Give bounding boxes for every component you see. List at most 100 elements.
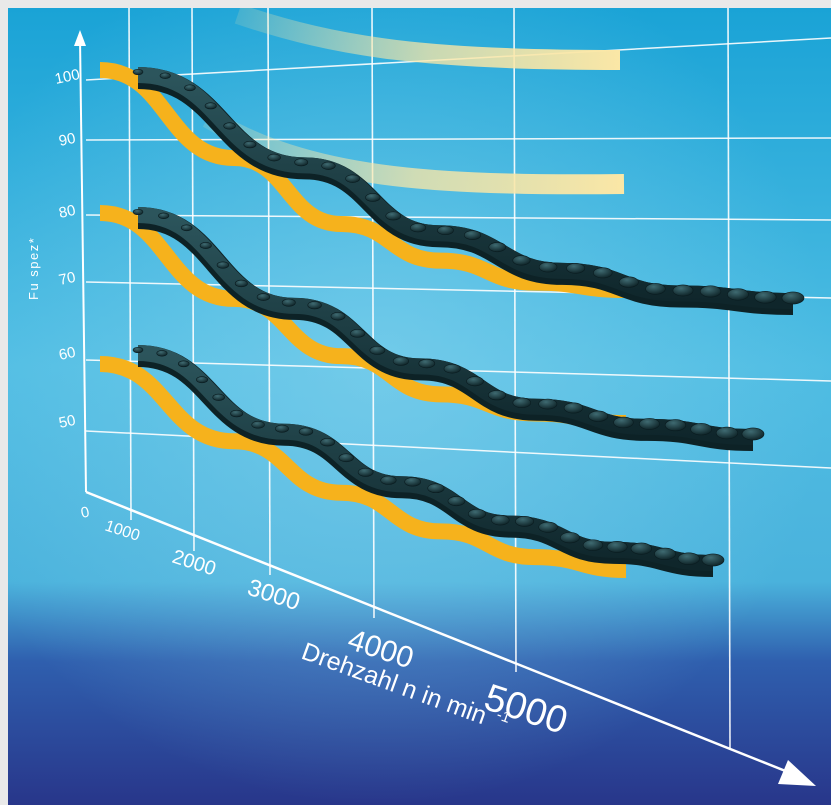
- belt-stud: [345, 174, 361, 183]
- belt-stud: [588, 410, 609, 422]
- y-tick-label: 70: [57, 269, 77, 289]
- x-axis-label-exponent: -1: [494, 706, 512, 727]
- belt-stud: [196, 376, 209, 384]
- belt-stud: [645, 283, 666, 295]
- belt-stud: [468, 508, 487, 520]
- chart-glow: [8, 8, 831, 805]
- y-axis-arrow: [74, 30, 86, 46]
- y-tick-label: 60: [57, 344, 77, 364]
- belt-stud: [418, 358, 436, 369]
- belt-stud: [515, 516, 535, 527]
- grid-line-horizontal: [85, 214, 831, 221]
- belt-stud: [447, 496, 466, 507]
- chart-frame: 0 50 60 70 80 90 100 1000 2000 3000 4000 5000 Fu sp…: [8, 8, 831, 805]
- belt-stud: [488, 390, 506, 401]
- belt-stud: [184, 84, 196, 92]
- belt-stud: [443, 363, 461, 374]
- grid-line-vertical: [371, 8, 375, 619]
- belt-stud: [512, 255, 531, 266]
- faded-curve: [234, 8, 621, 70]
- belt-stud: [330, 312, 346, 321]
- belt-stud: [582, 539, 604, 551]
- belt-stud: [357, 467, 374, 477]
- belt-stud: [538, 521, 558, 533]
- belt-stud: [654, 547, 676, 560]
- belt-stud: [159, 72, 171, 79]
- belt-stud: [275, 424, 289, 433]
- belt-stud: [563, 402, 584, 414]
- belt-stud: [566, 262, 586, 274]
- y-axis-label: Fu spez*: [26, 237, 41, 300]
- belt-stud: [593, 267, 613, 279]
- belt-stud: [321, 161, 336, 170]
- belt-stud: [781, 291, 805, 305]
- belt-stud: [212, 393, 225, 401]
- belt-stud: [385, 211, 402, 221]
- grid-line-vertical: [128, 8, 132, 521]
- belt-stud: [216, 261, 230, 269]
- belt-stud: [298, 427, 314, 436]
- belt-stud: [618, 276, 639, 288]
- belt-stud: [199, 242, 212, 249]
- belt-stud: [427, 483, 445, 494]
- belt-stud: [715, 426, 739, 440]
- belt-stud: [267, 153, 281, 162]
- grid-line-horizontal: [85, 137, 831, 141]
- axes: [74, 30, 816, 786]
- belt-stud: [741, 427, 765, 441]
- belt-stud: [132, 208, 144, 216]
- grid-line-vertical: [267, 8, 271, 576]
- belt-stud: [338, 453, 354, 463]
- belt-stud: [677, 552, 700, 565]
- belt-stud: [701, 553, 725, 567]
- belt-stud: [156, 350, 168, 357]
- belt-stud: [256, 293, 271, 301]
- belt-stud: [177, 360, 190, 368]
- belt-stud: [512, 397, 532, 408]
- belt-stud: [365, 193, 381, 202]
- belt-stud: [606, 541, 628, 553]
- series-curve: [99, 62, 627, 298]
- belt-stud: [243, 140, 257, 149]
- y-tick-label: 80: [57, 202, 77, 222]
- y-tick-label: 100: [53, 66, 81, 88]
- belt-stud: [180, 224, 193, 232]
- belt-stud: [672, 284, 694, 297]
- belt-stud: [463, 230, 482, 240]
- belt-stud: [699, 285, 722, 298]
- belt-profiles: [132, 67, 805, 577]
- belt-stud: [404, 477, 421, 487]
- belt-stud: [488, 242, 507, 253]
- belt-stud: [294, 158, 309, 167]
- belt-stud: [281, 298, 296, 307]
- y-axis-line: [79, 37, 87, 493]
- series-curve: [99, 356, 627, 578]
- belt-stud: [223, 122, 236, 130]
- belt-stud: [369, 345, 386, 355]
- belt-stud: [380, 475, 397, 485]
- belt-stud: [158, 212, 170, 219]
- belt-stud: [690, 423, 713, 436]
- belt-stud: [437, 225, 454, 236]
- y-tick-label: 0: [79, 504, 91, 522]
- belt-stud: [639, 418, 660, 430]
- y-tick-label: 90: [57, 130, 77, 150]
- belt-stud: [560, 532, 580, 544]
- belt-stud: [204, 102, 217, 110]
- belt-stud: [491, 514, 510, 526]
- belt-stud: [538, 398, 558, 410]
- belt-stud: [307, 301, 322, 310]
- belt-stud: [132, 346, 144, 354]
- belt-stud: [727, 288, 749, 301]
- belt-stud: [132, 68, 144, 76]
- belt-stud: [613, 416, 634, 429]
- x-axis-arrow: [778, 760, 816, 786]
- belt-stud: [466, 376, 484, 387]
- belt-stud: [251, 420, 265, 429]
- belt-stud: [754, 291, 777, 304]
- belt-stud: [538, 261, 558, 273]
- belt-stud: [409, 223, 427, 233]
- belt-stud: [230, 409, 244, 418]
- x-axis-line: [85, 490, 799, 778]
